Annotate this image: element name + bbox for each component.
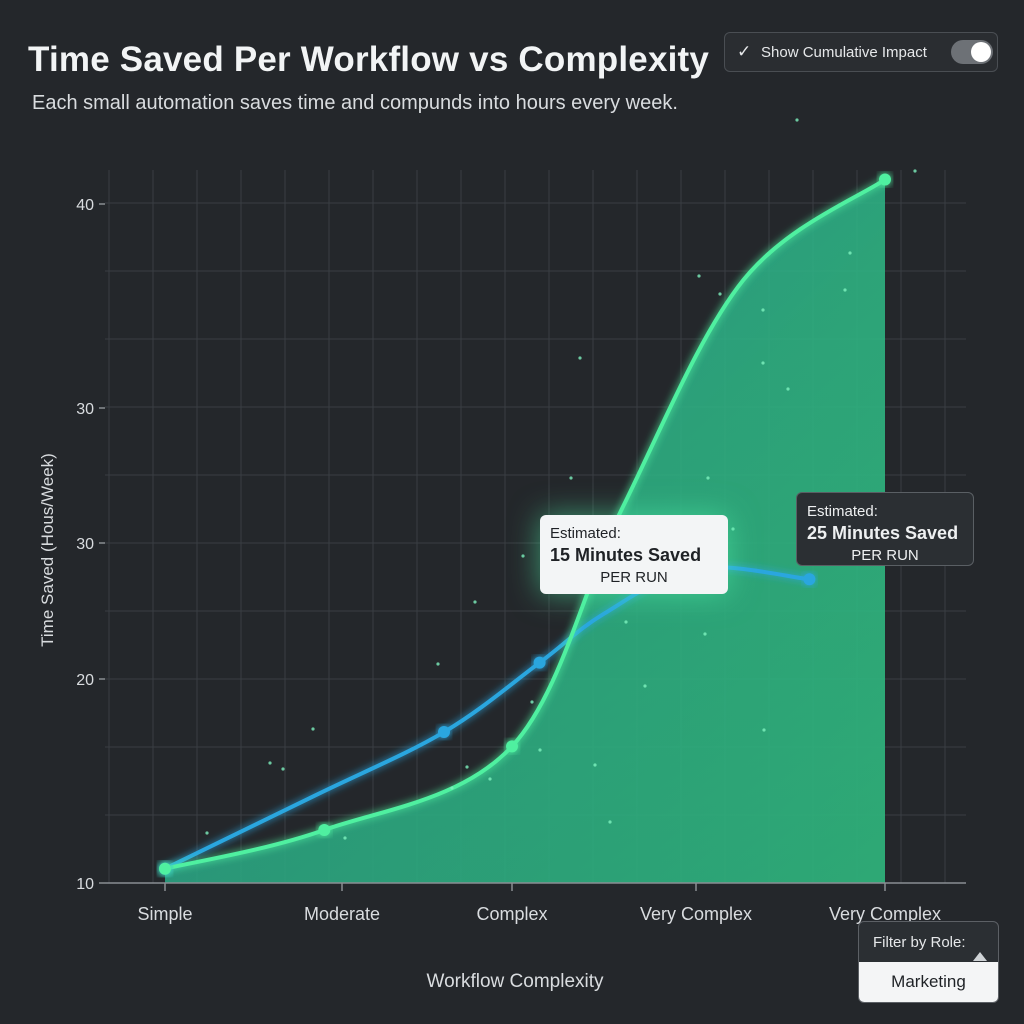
role-filter[interactable]: Filter by Role: Marketing <box>858 921 999 1003</box>
callout-25-minutes: Estimated: 25 Minutes Saved PER RUN <box>796 492 974 566</box>
x-tick-label: Moderate <box>304 904 380 924</box>
x-tick-label: Very Complex <box>829 904 941 924</box>
sparkle <box>706 476 710 480</box>
sparkle <box>848 251 852 255</box>
chart-subtitle: Each small automation saves time and com… <box>32 92 678 114</box>
x-tick-label: Simple <box>137 904 192 924</box>
sparkle <box>538 748 542 752</box>
sparkle <box>436 662 440 666</box>
sparkle <box>913 169 917 173</box>
y-tick-label: 40 <box>76 197 94 214</box>
y-tick-label: 30 <box>76 401 94 418</box>
x-tick-label: Complex <box>476 904 547 924</box>
sparkle <box>521 554 525 558</box>
sparkle <box>593 763 597 767</box>
sparkle <box>786 387 790 391</box>
callout-15-minutes: Estimated: 15 Minutes Saved PER RUN <box>540 515 728 594</box>
sparkle <box>761 308 765 312</box>
filter-label: Filter by Role: <box>873 934 966 951</box>
sparkle <box>268 761 272 765</box>
sparkle <box>473 600 477 604</box>
callout-head: Estimated: <box>550 525 621 542</box>
y-tick-label: 30 <box>76 536 94 553</box>
x-axis-label: Workflow Complexity <box>426 971 604 992</box>
area-fill <box>165 179 885 883</box>
y-tick-label: 20 <box>76 672 94 689</box>
green-series-point <box>318 823 331 836</box>
blue-series-point <box>533 656 546 669</box>
sparkle <box>311 727 315 731</box>
sparkle <box>643 684 647 688</box>
chart-title: Time Saved Per Workflow vs Complexity <box>28 40 710 79</box>
sparkle <box>450 786 454 790</box>
role-select[interactable]: Marketing <box>859 962 998 1002</box>
axes <box>99 203 966 891</box>
sparkle <box>795 118 799 122</box>
sparkle <box>762 728 766 732</box>
blue-series-point <box>803 573 816 586</box>
toggle-knob <box>971 42 991 62</box>
green-area-overlay <box>165 179 885 883</box>
cumulative-impact-toggle[interactable]: ✓ Show Cumulative Impact <box>724 32 998 72</box>
toggle-label: Show Cumulative Impact <box>761 44 927 61</box>
callout-main: 15 Minutes Saved <box>550 545 702 565</box>
sparkles <box>205 118 917 840</box>
green-series-point <box>506 740 518 753</box>
x-tick-label: Very Complex <box>640 904 752 924</box>
blue-series-point <box>438 726 450 739</box>
sparkle <box>488 777 492 781</box>
y-axis-label: Time Saved (Hous/Week) <box>38 453 57 647</box>
sparkle <box>608 820 612 824</box>
toggle-switch[interactable] <box>951 40 993 64</box>
y-tick-label: 10 <box>76 876 94 893</box>
sparkle <box>281 767 285 771</box>
sparkle <box>843 288 847 292</box>
sparkle <box>569 476 573 480</box>
data-points <box>159 173 891 875</box>
sparkle <box>761 361 765 365</box>
caret-up-icon <box>973 952 987 961</box>
green-series-point <box>879 173 891 186</box>
sparkle <box>530 700 534 704</box>
callout-sub: PER RUN <box>600 569 668 586</box>
green-series-point <box>159 862 171 875</box>
sparkle <box>465 765 469 769</box>
sparkle <box>624 620 628 624</box>
sparkle <box>578 356 582 360</box>
sparkle <box>205 831 209 835</box>
callout-main: 25 Minutes Saved <box>807 523 959 543</box>
sparkle <box>343 836 347 840</box>
sparkle <box>703 632 707 636</box>
check-icon: ✓ <box>737 42 752 61</box>
tick-labels: Simple Moderate Complex Very Complex Very Co… <box>38 197 941 992</box>
callout-sub: PER RUN <box>851 547 919 564</box>
sparkle <box>718 292 722 296</box>
sparkle <box>731 527 735 531</box>
sparkle <box>697 274 701 278</box>
callout-head: Estimated: <box>807 503 878 520</box>
